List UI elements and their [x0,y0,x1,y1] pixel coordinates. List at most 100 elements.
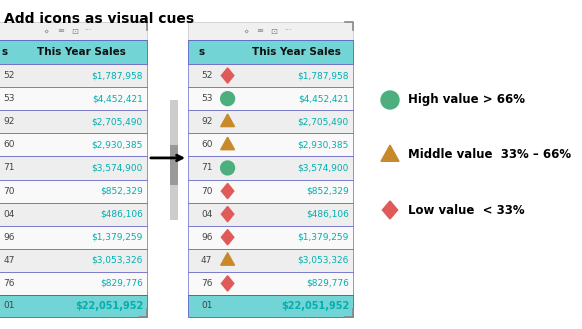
Text: 04: 04 [201,210,212,219]
Text: Middle value  33% – 66%: Middle value 33% – 66% [408,148,571,162]
Bar [0,133,147,156]
Text: 92: 92 [201,117,212,126]
Text: ⋄: ⋄ [44,27,49,36]
Text: ⊡: ⊡ [270,27,277,36]
Bar [0,156,147,180]
Text: High value > 66%: High value > 66% [408,93,525,107]
Bar [188,272,353,295]
Text: $3,053,326: $3,053,326 [297,256,349,265]
Bar [188,156,353,180]
Text: $1,379,259: $1,379,259 [297,233,349,242]
Text: ···: ··· [284,27,292,36]
Polygon shape [382,201,398,219]
Text: 96: 96 [3,233,15,242]
Text: $4,452,421: $4,452,421 [92,94,143,103]
Bar [0,22,147,40]
Text: Add icons as visual cues: Add icons as visual cues [4,12,194,26]
Circle shape [381,91,399,109]
Bar [0,249,147,272]
Polygon shape [221,68,234,83]
Polygon shape [221,184,234,199]
Text: $22,051,952: $22,051,952 [281,301,349,311]
Polygon shape [381,145,399,161]
Polygon shape [221,137,235,150]
Text: ⊡: ⊡ [71,27,78,36]
Text: $2,705,490: $2,705,490 [92,117,143,126]
Text: 47: 47 [201,256,212,265]
Circle shape [221,92,235,106]
Text: $1,787,958: $1,787,958 [297,71,349,80]
Text: 60: 60 [201,140,212,149]
Text: $486,106: $486,106 [100,210,143,219]
Bar [188,22,353,40]
Bar [188,87,353,110]
Text: $22,051,952: $22,051,952 [74,301,143,311]
Text: $4,452,421: $4,452,421 [298,94,349,103]
Bar [0,110,147,133]
Text: $1,379,259: $1,379,259 [91,233,143,242]
Bar [0,272,147,295]
Text: 52: 52 [201,71,212,80]
Text: $3,053,326: $3,053,326 [91,256,143,265]
Bar [0,295,147,317]
Text: $2,930,385: $2,930,385 [91,140,143,149]
Text: 76: 76 [201,279,212,288]
Text: 53: 53 [3,94,15,103]
Text: 71: 71 [3,164,15,172]
Text: ⋄: ⋄ [243,27,249,36]
Bar [188,203,353,226]
Text: $829,776: $829,776 [100,279,143,288]
Text: Low value  < 33%: Low value < 33% [408,204,524,216]
Polygon shape [221,253,235,265]
Bar [0,226,147,249]
Polygon shape [221,276,234,291]
Text: $852,329: $852,329 [306,187,349,195]
Text: 04: 04 [3,210,15,219]
Text: 01: 01 [201,301,212,311]
Text: ≡: ≡ [256,27,263,36]
Text: This Year Sales: This Year Sales [253,47,341,57]
Bar [188,295,353,317]
Bar [0,87,147,110]
Bar [188,110,353,133]
Text: s: s [1,47,8,57]
Text: ···: ··· [84,27,92,36]
Text: $2,705,490: $2,705,490 [298,117,349,126]
Text: $852,329: $852,329 [100,187,143,195]
Bar [170,145,178,185]
Bar [0,203,147,226]
Polygon shape [221,207,234,222]
Text: $2,930,385: $2,930,385 [297,140,349,149]
Polygon shape [221,114,235,127]
Text: $486,106: $486,106 [306,210,349,219]
Text: 01: 01 [3,301,15,311]
Bar [0,40,147,64]
Bar [170,100,178,220]
Text: $3,574,900: $3,574,900 [297,164,349,172]
Text: 96: 96 [201,233,212,242]
Bar [188,180,353,203]
Text: ≡: ≡ [57,27,64,36]
Bar [188,40,353,64]
Text: 92: 92 [3,117,15,126]
Circle shape [221,161,235,175]
Text: 71: 71 [201,164,212,172]
Polygon shape [221,230,234,245]
Text: 76: 76 [3,279,15,288]
Bar [0,64,147,87]
Text: This Year Sales: This Year Sales [37,47,126,57]
Bar [188,133,353,156]
Text: 70: 70 [201,187,212,195]
Text: $1,787,958: $1,787,958 [91,71,143,80]
Bar [188,249,353,272]
Text: 52: 52 [3,71,15,80]
Text: 60: 60 [3,140,15,149]
Text: 53: 53 [201,94,212,103]
Bar [188,226,353,249]
Bar [0,180,147,203]
Text: 47: 47 [3,256,15,265]
Text: $829,776: $829,776 [306,279,349,288]
Text: 70: 70 [3,187,15,195]
Text: s: s [198,47,204,57]
Bar [188,64,353,87]
